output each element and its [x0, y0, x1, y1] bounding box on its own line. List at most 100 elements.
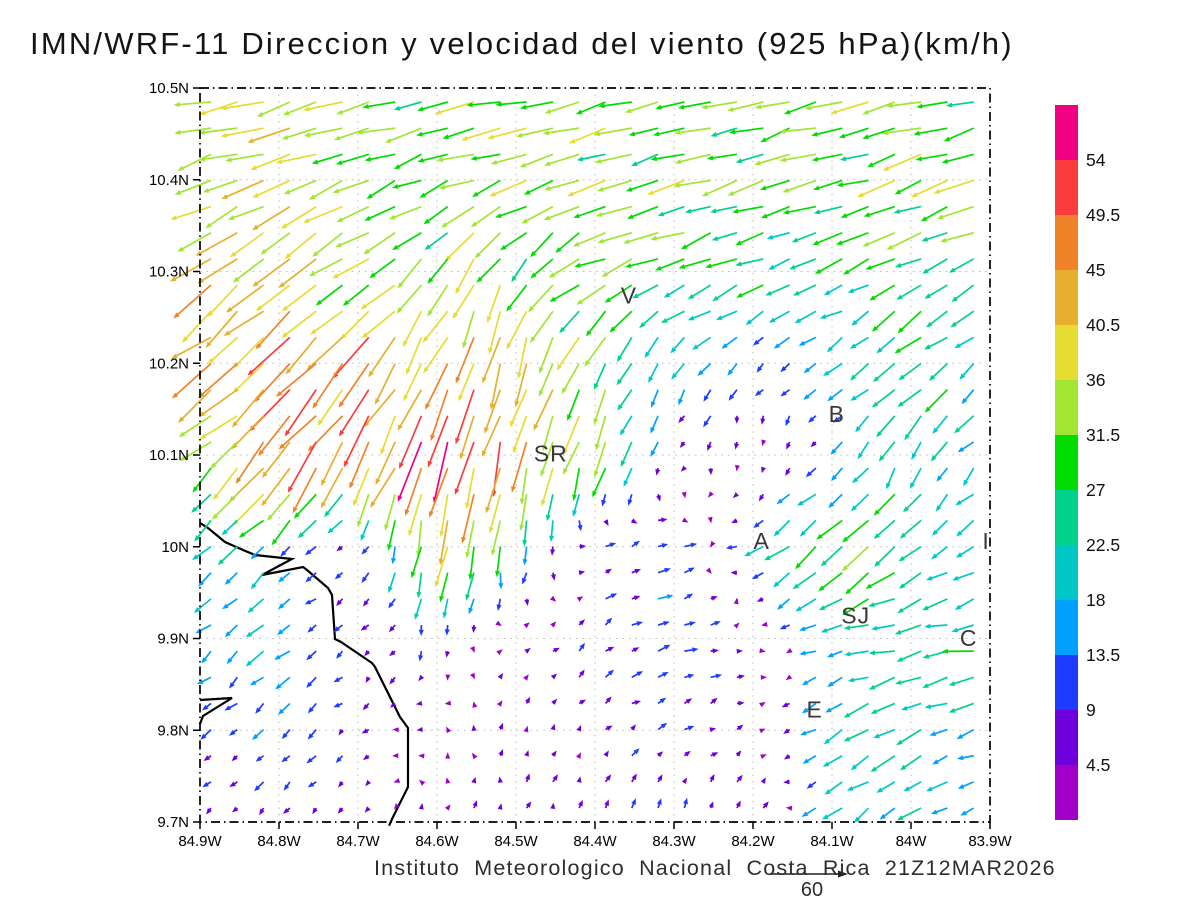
wind-arrow-head [556, 364, 562, 371]
wind-arrow-head [387, 544, 392, 551]
station-label: V [621, 283, 637, 309]
wind-arrow-head [956, 552, 963, 558]
wind-arrow-head [931, 553, 938, 560]
wind-arrow-head [598, 103, 605, 109]
wind-arrow [381, 415, 396, 452]
wind-arrow [178, 179, 212, 194]
wind-arrow-head [903, 786, 911, 792]
wind-arrow [260, 101, 291, 116]
wind-arrow-head [202, 188, 210, 193]
wind-arrow-head [836, 240, 843, 245]
wind-arrow-head [338, 401, 345, 408]
wind-arrow-head [709, 727, 717, 733]
wind-arrow [284, 284, 317, 310]
wind-arrow-head [650, 235, 657, 241]
wind-arrow-head [338, 729, 345, 736]
wind-arrow [851, 284, 869, 292]
colorbar-label: 18 [1086, 590, 1105, 610]
wind-arrow [796, 284, 817, 295]
footer-credit: Instituto Meteorologico Nacional Costa R… [374, 856, 1056, 880]
wind-arrow [594, 441, 607, 474]
wind-arrow-head [610, 593, 618, 599]
wind-arrow-head [418, 803, 424, 810]
wind-arrow-head [445, 651, 450, 658]
wind-arrow-head [275, 159, 283, 165]
wind-arrow-head [783, 779, 790, 785]
wind-arrow-head [628, 131, 636, 137]
wind-arrow [666, 284, 685, 297]
wind-arrow [521, 467, 528, 501]
wind-arrow-head [831, 474, 837, 482]
wind-arrow-head [928, 374, 936, 381]
wind-arrow-head [360, 625, 368, 631]
wind-arrow-head [220, 132, 228, 138]
wind-arrow-head [584, 360, 590, 367]
wind-arrow-head [620, 460, 626, 468]
wind-arrow [477, 232, 501, 256]
wind-arrow [289, 441, 317, 490]
wind-arrow-head [364, 806, 371, 813]
wind-arrow [672, 336, 686, 351]
wind-arrow-head [625, 108, 632, 113]
wind-arrow-head [626, 214, 634, 219]
wind-arrow [438, 101, 475, 114]
x-axis-tick-label: 84.7W [336, 833, 380, 850]
wind-arrow-head [445, 752, 451, 759]
wind-arrow [960, 754, 974, 759]
wind-arrow-head [275, 683, 282, 690]
wind-arrow [955, 624, 974, 632]
wind-arrow [872, 676, 896, 689]
wind-arrow-head [735, 261, 742, 267]
wind-arrow [879, 781, 896, 792]
wind-arrow-head [522, 577, 527, 585]
wind-arrow [875, 493, 896, 514]
wind-arrow [200, 572, 212, 585]
wind-arrow-head [868, 602, 875, 607]
wind-arrow-head [882, 166, 890, 171]
wind-arrow [901, 572, 922, 587]
wind-arrow-head [753, 522, 760, 528]
wind-arrow-head [399, 462, 404, 469]
wind-arrow [621, 441, 633, 464]
wind-arrow-head [712, 295, 719, 302]
x-axis-tick-label: 84.8W [257, 833, 301, 850]
wind-arrow [398, 284, 423, 311]
wind-arrow-head [863, 212, 871, 217]
wind-arrow-head [247, 607, 254, 613]
wind-arrow [641, 310, 659, 326]
chart-title: IMN/WRF-11 Direccion y velocidad del vie… [30, 26, 1014, 61]
wind-arrow-head [389, 678, 396, 685]
wind-arrow [483, 337, 502, 380]
wind-arrow-head [932, 427, 939, 434]
wind-arrow-head [281, 305, 289, 312]
wind-arrow [523, 546, 528, 562]
wind-arrow-head [708, 468, 714, 476]
wind-arrow-head [497, 803, 503, 810]
wind-arrow [273, 519, 291, 543]
wind-arrow [927, 284, 948, 298]
wind-arrow-head [760, 754, 767, 759]
wind-arrow-head [631, 798, 636, 805]
wind-arrow-head [687, 725, 695, 731]
wind-arrow [865, 127, 896, 139]
wind-arrow-head [533, 423, 539, 431]
wind-arrow [470, 101, 501, 106]
map-frame [199, 87, 991, 823]
wind-arrow [768, 284, 790, 295]
wind-arrow-head [410, 571, 416, 579]
wind-arrow-head [898, 555, 905, 562]
wind-arrow-head [361, 548, 368, 555]
wind-arrow-head [293, 512, 300, 519]
wind-arrow-head [735, 800, 741, 807]
wind-arrow-head [363, 420, 370, 428]
wind-arrow-head [794, 318, 802, 324]
wind-arrow-head [217, 559, 224, 566]
wind-arrow [851, 676, 869, 682]
wind-arrow-head [221, 194, 228, 199]
wind-arrow-head [312, 402, 318, 409]
wind-arrow-head [495, 213, 502, 218]
wind-arrow-head [320, 501, 326, 509]
wind-arrow-head [705, 567, 712, 574]
wind-arrow-head [605, 568, 612, 575]
wind-arrow-head [954, 343, 961, 349]
